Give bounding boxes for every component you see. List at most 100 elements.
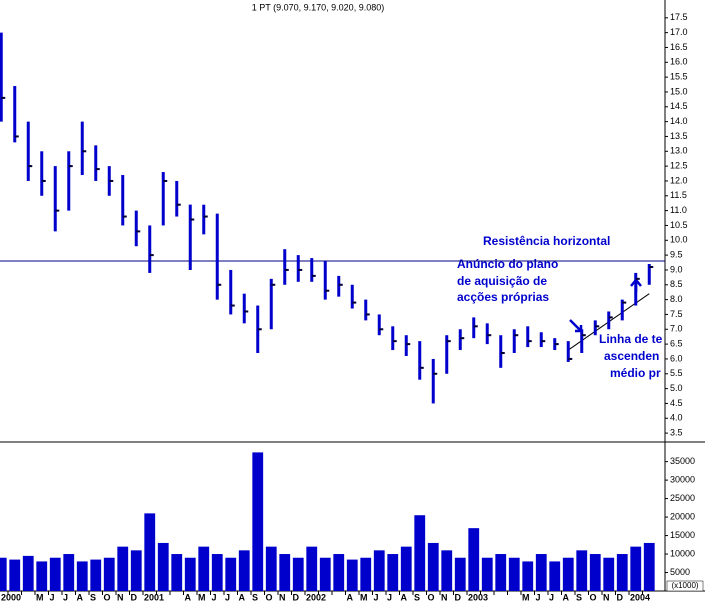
volume-bar: [387, 554, 399, 591]
x-tick-label: A: [401, 592, 408, 602]
y-tick-label: 6.5: [670, 338, 683, 348]
volume-bar: [292, 557, 304, 591]
x-tick-label: A: [347, 592, 354, 602]
x-tick-label: A: [77, 592, 84, 602]
volume-bar: [643, 542, 655, 591]
y-tick-label: 9.5: [670, 249, 683, 259]
x-tick-label: D: [455, 592, 462, 602]
y-tick-label: 12.0: [670, 175, 688, 185]
annotation: ascenden: [604, 349, 659, 363]
y-tick-label: 8.0: [670, 294, 683, 304]
volume-bar: [198, 546, 210, 591]
x-tick-label: M: [360, 592, 368, 602]
volume-bar: [427, 542, 439, 591]
x-tick-label: J: [63, 592, 68, 602]
chart-title: 1 PT (9.070, 9.170, 9.020, 9.080): [252, 2, 384, 12]
y2-unit: (x1000): [671, 581, 698, 590]
x-tick-label: N: [603, 592, 610, 602]
x-tick-label: S: [90, 592, 96, 602]
volume-bar: [90, 559, 102, 591]
volume-bar: [225, 557, 237, 591]
x-tick-label: 2002: [306, 592, 326, 602]
volume-bar: [400, 546, 412, 591]
volume-bar: [630, 546, 642, 591]
volume-bar: [252, 452, 264, 591]
x-tick-label: J: [549, 592, 554, 602]
volume-bar: [265, 546, 277, 591]
x-tick-label: M: [522, 592, 530, 602]
volume-bar: [184, 557, 196, 591]
plot: Resistência horizontal Anúncio do plano …: [0, 32, 665, 591]
volume-bar: [481, 557, 493, 591]
x-tick-label: A: [185, 592, 192, 602]
volume-bar: [360, 557, 372, 591]
x-tick-label: O: [266, 592, 273, 602]
volume-bar: [171, 554, 183, 591]
volume-bar: [454, 557, 466, 591]
volume-bar: [319, 557, 331, 591]
volume-bar: [616, 554, 628, 591]
volume-bar: [535, 554, 547, 591]
x-tick-label: 2004: [630, 592, 650, 602]
volume-bar: [495, 554, 507, 591]
y-tick-label: 9.0: [670, 264, 683, 274]
x-tick-label: S: [414, 592, 420, 602]
volume-bar: [373, 550, 385, 591]
volume-bar: [211, 554, 223, 591]
y-tick-label: 15.0: [670, 86, 688, 96]
x-tick-label: O: [104, 592, 111, 602]
y-tick-label: 14.5: [670, 101, 688, 111]
x-tick-label: 2000: [1, 592, 21, 602]
y-tick-label: 7.0: [670, 324, 683, 334]
y-tick-label: 3.5: [670, 427, 683, 437]
y-tick-label: 11.0: [670, 205, 687, 215]
y-tick-label: 10.5: [670, 220, 688, 230]
annotation: de aquisição de: [457, 274, 547, 288]
x-tick-label: D: [131, 592, 138, 602]
x-tick-label: A: [239, 592, 246, 602]
volume-bar: [0, 557, 7, 591]
x-tick-label: 2003: [468, 592, 488, 602]
volume-bar: [117, 546, 129, 591]
x-tick-label: O: [590, 592, 597, 602]
x-tick-label: D: [293, 592, 300, 602]
volume-bar: [562, 557, 574, 591]
volume-bar: [9, 559, 21, 591]
volume-bar: [346, 559, 358, 591]
annotation: médio pr: [610, 366, 661, 380]
annotation: Anúncio do plano: [457, 257, 558, 271]
volume-bar: [130, 550, 142, 591]
x-tick-label: J: [536, 592, 541, 602]
volume-bar: [103, 557, 115, 591]
x-tick-label: M: [36, 592, 44, 602]
y2-tick-label: 5000: [670, 567, 690, 577]
y-tick-label: 10.0: [670, 235, 688, 245]
x-tick-label: J: [374, 592, 379, 602]
y2-tick-label: 35000: [670, 456, 695, 466]
unit-box: [666, 580, 704, 592]
x-tick-label: N: [279, 592, 286, 602]
y2-tick-label: 25000: [670, 493, 695, 503]
volume-bar: [441, 550, 453, 591]
volume-bar: [22, 555, 34, 591]
y-tick-label: 4.5: [670, 398, 683, 408]
volume-bar: [468, 528, 480, 591]
volume-bar: [279, 554, 291, 591]
y-tick-label: 7.5: [670, 309, 683, 319]
volume-bar: [144, 513, 156, 591]
y-tick-label: 16.5: [670, 42, 688, 52]
y-tick-label: 17.5: [670, 12, 688, 22]
volume-bar: [414, 515, 426, 591]
volume-bar: [576, 550, 588, 591]
y-tick-label: 11.5: [670, 190, 687, 200]
y2-tick-label: 15000: [670, 530, 695, 540]
y-tick-label: 5.0: [670, 383, 683, 393]
y-tick-label: 4.0: [670, 413, 683, 423]
x-tick-label: O: [428, 592, 435, 602]
y-tick-label: 5.5: [670, 368, 683, 378]
y2-tick-label: 30000: [670, 474, 695, 484]
x-tick-label: 2001: [144, 592, 164, 602]
x-tick-label: J: [225, 592, 230, 602]
volume-bar: [333, 554, 345, 591]
